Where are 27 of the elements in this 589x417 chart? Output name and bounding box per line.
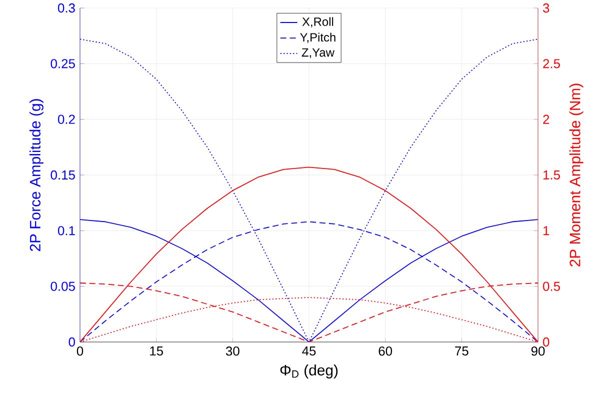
- y2-tick-label: 1: [544, 226, 550, 236]
- y-tick-label: 0.15: [50, 170, 75, 180]
- y2-tick-label: 0: [543, 337, 550, 347]
- y-tick-label: 0.2: [58, 114, 75, 124]
- x-tick-label: 0: [76, 346, 84, 356]
- y2-tick-label: 2.5: [543, 59, 560, 68]
- y2-tick-label: 2: [543, 114, 550, 124]
- y-tick-label: 0.1: [58, 226, 75, 236]
- y2-tick-label: 3: [543, 3, 550, 13]
- y-tick-label: 0.25: [50, 59, 75, 68]
- legend-label: Z,Yaw: [302, 48, 334, 58]
- x-tick-label: 15: [150, 346, 163, 356]
- y2-tick-label: 0.5: [543, 282, 560, 291]
- legend-label: Y,Pitch: [300, 32, 336, 43]
- x-tick-label: 60: [378, 346, 392, 356]
- y-axis-title: 2P Force Amplitude (g): [30, 99, 44, 252]
- legend-label: X,Roll: [302, 17, 334, 28]
- x-tick-label: 90: [531, 346, 545, 356]
- x-tick-label: 75: [455, 346, 468, 356]
- x-axis-title: Φ$_{D}$ (deg): [280, 364, 338, 378]
- x-tick-label: 30: [226, 346, 240, 356]
- y-tick-label: 0.3: [58, 3, 75, 13]
- y2-axis-title: 2P Moment Amplitude (Nm): [569, 84, 584, 266]
- y-tick-label: 0.05: [50, 282, 75, 291]
- y-tick-label: 0: [68, 337, 75, 347]
- y2-tick-label: 1.5: [544, 170, 560, 180]
- x-tick-label: 45: [302, 346, 316, 356]
